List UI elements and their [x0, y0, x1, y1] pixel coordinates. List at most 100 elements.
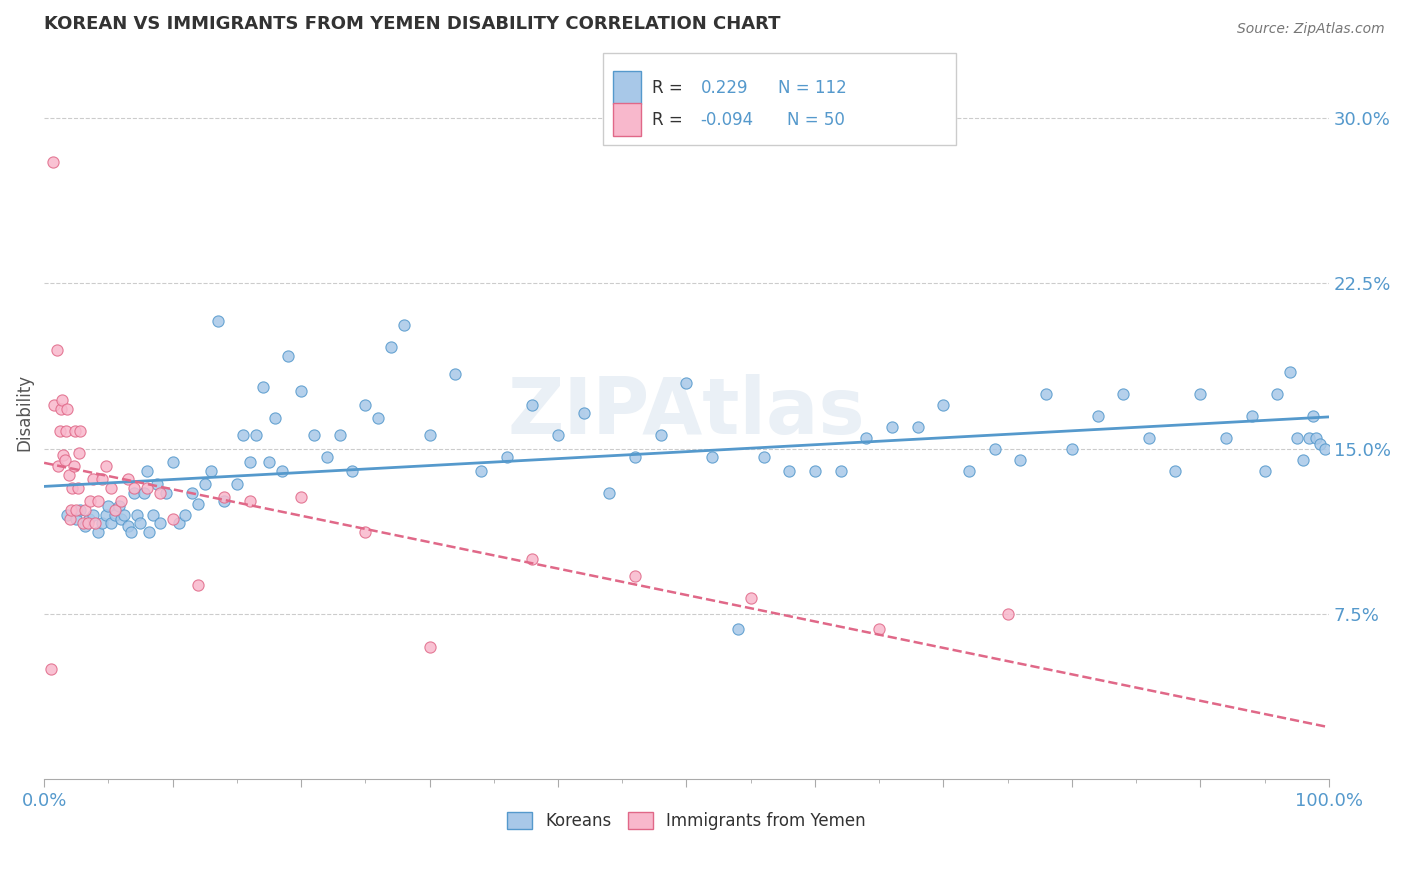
Point: [932, 398, 955, 412]
Point: [880, 419, 903, 434]
Text: ZIPAtlas: ZIPAtlas: [508, 375, 865, 450]
Point: [90, 473, 112, 487]
Point: [67, 446, 90, 460]
Point: [135, 464, 157, 478]
Point: [302, 428, 325, 442]
Point: [56, 508, 79, 522]
Point: [65, 503, 87, 517]
Point: [1279, 365, 1302, 379]
Point: [252, 380, 274, 394]
Point: [418, 428, 440, 442]
Point: [87, 494, 110, 508]
Point: [117, 518, 139, 533]
Point: [1302, 409, 1324, 423]
Point: [100, 516, 122, 531]
Point: [522, 398, 544, 412]
Text: 0.229: 0.229: [700, 78, 748, 97]
Point: [142, 508, 165, 522]
Point: [804, 464, 827, 478]
Point: [380, 340, 402, 354]
Text: KOREAN VS IMMIGRANTS FROM YEMEN DISABILITY CORRELATION CHART: KOREAN VS IMMIGRANTS FROM YEMEN DISABILI…: [44, 15, 780, 33]
Point: [121, 525, 143, 540]
Point: [122, 481, 145, 495]
Point: [110, 494, 132, 508]
Point: [162, 512, 184, 526]
Point: [957, 464, 980, 478]
Point: [94, 508, 117, 522]
Point: [984, 442, 1007, 456]
Point: [1292, 452, 1315, 467]
Point: [1253, 464, 1275, 478]
Legend: Koreans, Immigrants from Yemen: Koreans, Immigrants from Yemen: [501, 805, 873, 837]
Point: [1087, 409, 1109, 423]
Point: [187, 578, 209, 592]
Point: [522, 551, 544, 566]
Point: [225, 476, 247, 491]
Point: [97, 499, 120, 513]
Point: [122, 485, 145, 500]
Point: [1240, 409, 1263, 423]
Point: [624, 569, 647, 583]
Point: [69, 503, 91, 517]
Point: [82, 508, 104, 522]
Point: [354, 525, 377, 540]
Point: [598, 485, 620, 500]
Point: [53, 452, 76, 467]
Point: [1163, 464, 1185, 478]
Point: [52, 448, 75, 462]
Point: [392, 318, 415, 333]
Text: Source: ZipAtlas.com: Source: ZipAtlas.com: [1237, 22, 1385, 37]
Point: [495, 450, 517, 465]
Point: [354, 398, 377, 412]
Point: [117, 473, 139, 487]
Text: N = 50: N = 50: [786, 111, 845, 129]
Point: [65, 512, 87, 526]
Point: [778, 464, 800, 478]
Point: [675, 376, 697, 390]
Point: [110, 512, 132, 526]
Point: [868, 622, 890, 636]
Point: [1112, 386, 1135, 401]
Point: [650, 428, 672, 442]
Point: [146, 476, 169, 491]
Point: [138, 525, 160, 540]
Point: [149, 485, 172, 500]
Point: [129, 516, 152, 531]
Point: [727, 622, 749, 636]
Point: [174, 508, 197, 522]
Point: [75, 503, 97, 517]
Point: [1305, 431, 1327, 445]
Point: [245, 428, 267, 442]
Point: [290, 490, 312, 504]
Text: R =: R =: [652, 78, 688, 97]
Point: [329, 428, 352, 442]
Y-axis label: Disability: Disability: [15, 374, 32, 450]
Point: [200, 464, 222, 478]
Point: [162, 455, 184, 469]
Point: [1010, 452, 1032, 467]
Point: [1189, 386, 1212, 401]
Point: [155, 485, 177, 500]
Point: [257, 455, 280, 469]
Point: [547, 428, 569, 442]
Point: [104, 508, 127, 522]
Point: [1298, 431, 1320, 445]
Point: [104, 503, 127, 517]
Point: [56, 402, 79, 417]
Point: [82, 473, 104, 487]
Text: R =: R =: [652, 111, 688, 129]
Point: [72, 516, 94, 531]
Point: [48, 424, 70, 438]
Point: [855, 431, 877, 445]
Point: [39, 662, 62, 676]
Point: [69, 424, 91, 438]
Point: [84, 516, 107, 531]
FancyBboxPatch shape: [613, 103, 641, 136]
Point: [1035, 386, 1057, 401]
Point: [167, 516, 190, 531]
Point: [58, 468, 80, 483]
Point: [290, 384, 312, 399]
Point: [187, 497, 209, 511]
Point: [107, 499, 129, 513]
Point: [1215, 431, 1237, 445]
